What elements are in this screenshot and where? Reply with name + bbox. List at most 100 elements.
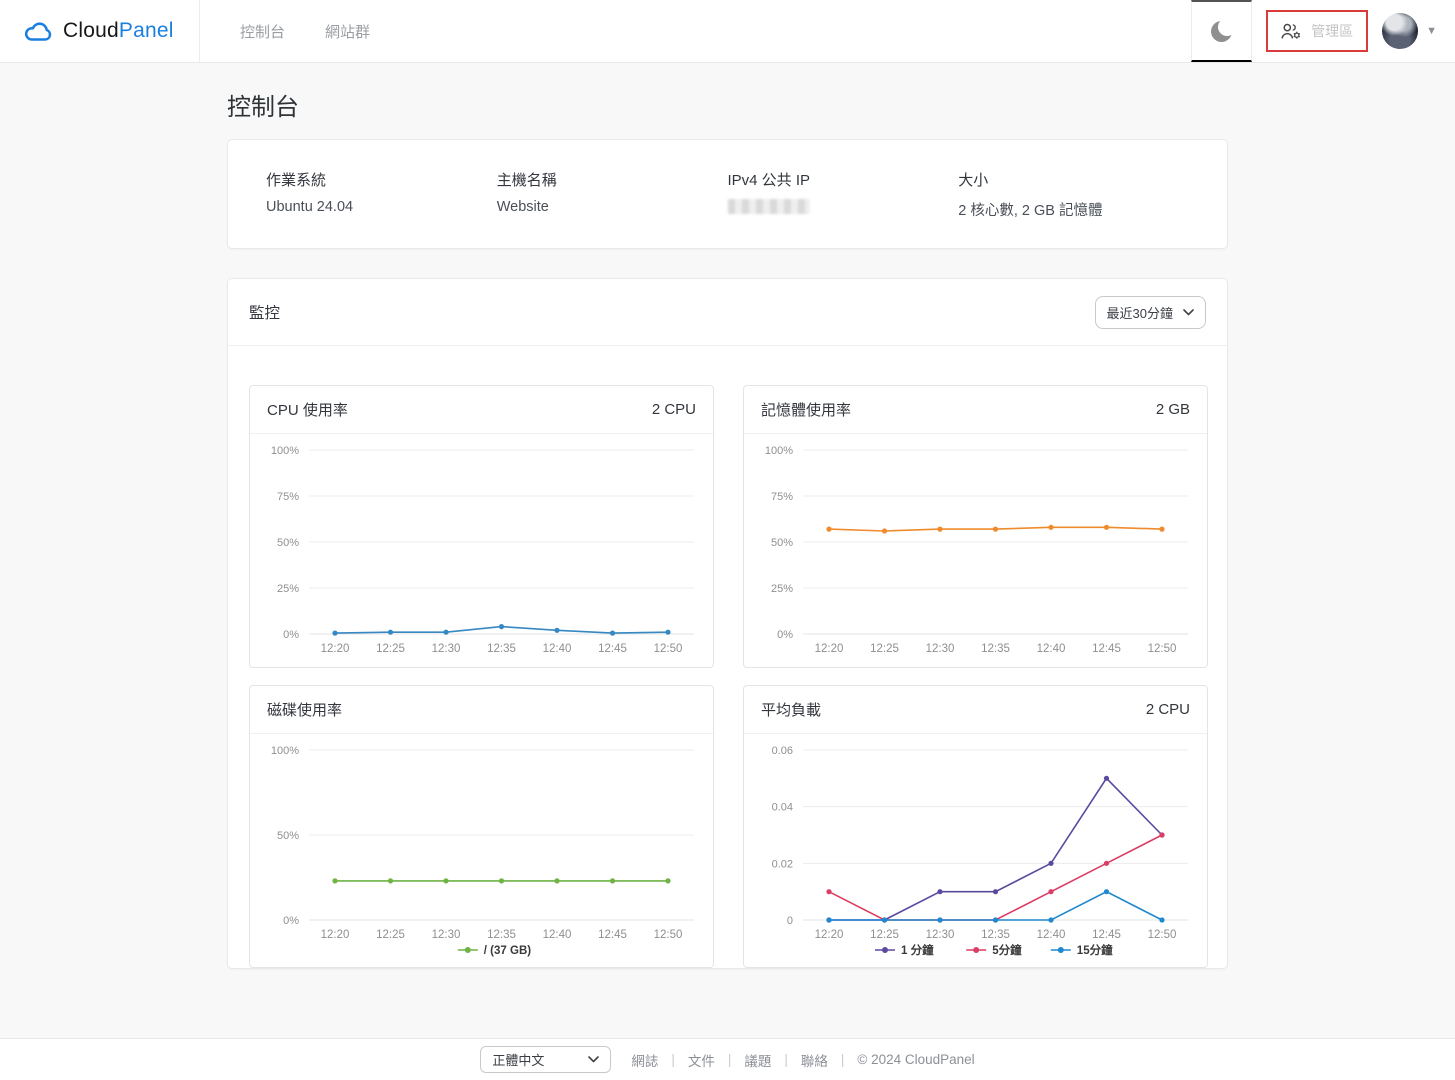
svg-text:5分鐘: 5分鐘 (992, 943, 1022, 957)
svg-text:/ (37 GB): / (37 GB) (484, 945, 531, 957)
chevron-down-icon (1183, 308, 1194, 315)
footer: 正體中文 網誌 | 文件 | 議題 | 聯絡 | © 2024 CloudPan… (0, 1038, 1455, 1080)
svg-text:12:30: 12:30 (926, 929, 955, 941)
chart-capacity-label: 2 GB (1155, 401, 1190, 418)
disk-usage-plot: 100% 50% 0% 12:20 12:25 12:30 12:35 12:40 12:45 1… (250, 734, 713, 967)
svg-text:12:50: 12:50 (654, 643, 683, 655)
svg-text:12:40: 12:40 (1037, 929, 1066, 941)
footer-links: 網誌 | 文件 | 議題 | 聯絡 | © 2024 CloudPanel (631, 1050, 974, 1070)
brand-panel: Panel (118, 19, 174, 42)
theme-toggle-button[interactable] (1191, 0, 1253, 62)
info-value: Ubuntu 24.04 (266, 198, 354, 215)
svg-text:0.04: 0.04 (772, 802, 793, 814)
footer-link-contact[interactable]: 聯絡 (800, 1053, 828, 1069)
language-value: 正體中文 (492, 1053, 545, 1068)
annotation-highlight-box: 管理區 (1266, 10, 1369, 52)
load-average-chart: 平均負載 2 CPU 0.06 0.04 0.02 0 12:20 12:25 12:30 1… (743, 685, 1208, 968)
svg-text:0%: 0% (283, 915, 299, 927)
svg-text:12:45: 12:45 (598, 643, 627, 655)
svg-text:12:50: 12:50 (654, 929, 683, 941)
footer-link-issues[interactable]: 議題 (744, 1053, 772, 1069)
time-range-select[interactable]: 最近30分鐘 (1094, 295, 1206, 329)
svg-text:0.02: 0.02 (772, 858, 793, 870)
info-label: 大小 (958, 171, 989, 189)
separator: | (840, 1052, 845, 1067)
load-average-plot: 0.06 0.04 0.02 0 12:20 12:25 12:30 12:35 12:40 12… (744, 734, 1207, 967)
info-label: 主機名稱 (496, 171, 557, 189)
user-menu[interactable]: ▼ (1382, 0, 1455, 62)
svg-text:12:50: 12:50 (1148, 643, 1177, 655)
svg-text:12:20: 12:20 (815, 643, 844, 655)
svg-text:12:30: 12:30 (926, 643, 955, 655)
brand-name: CloudPanel (63, 19, 174, 43)
footer-link-blog[interactable]: 網誌 (631, 1053, 659, 1069)
users-gear-icon (1281, 23, 1301, 39)
chart-title: CPU 使用率 (267, 402, 348, 419)
main-nav: 控制台 網站群 (200, 0, 370, 62)
svg-text:1 分鐘: 1 分鐘 (901, 943, 934, 957)
svg-text:100%: 100% (271, 445, 299, 457)
memory-usage-plot: 100% 75% 50% 25% 0% 12:20 12:25 12:30 12:35 12:40… (744, 434, 1207, 667)
nav-item-sites[interactable]: 網站群 (325, 23, 371, 41)
charts-grid: CPU 使用率 2 CPU 100% 75% 50% 25% 0% 12:20 12:25 1… (228, 346, 1227, 968)
svg-text:100%: 100% (765, 445, 793, 457)
svg-text:12:20: 12:20 (321, 643, 350, 655)
svg-text:12:50: 12:50 (1148, 929, 1177, 941)
language-select[interactable]: 正體中文 (480, 1046, 612, 1073)
svg-text:75%: 75% (277, 491, 299, 503)
svg-text:12:25: 12:25 (870, 643, 899, 655)
chevron-down-icon: ▼ (1426, 25, 1437, 37)
copyright: © 2024 CloudPanel (857, 1052, 975, 1067)
server-info-card: 作業系統 Ubuntu 24.04 主機名稱 Website IPv4 公共 I… (227, 139, 1228, 249)
monitoring-card: 監控 最近30分鐘 CPU 使用率 2 CPU 100% 75% 50% 25% 0% 1… (227, 278, 1228, 969)
svg-text:0%: 0% (283, 629, 299, 641)
avatar (1382, 13, 1419, 49)
info-item-ipv4: IPv4 公共 IP (727, 169, 959, 220)
separator: | (727, 1052, 732, 1067)
moon-icon (1211, 17, 1237, 42)
info-item-os: 作業系統 Ubuntu 24.04 (266, 169, 497, 220)
svg-text:75%: 75% (771, 491, 793, 503)
svg-text:12:35: 12:35 (981, 929, 1010, 941)
cpu-usage-chart: CPU 使用率 2 CPU 100% 75% 50% 25% 0% 12:20 12:25 1… (249, 385, 714, 668)
brand-logo[interactable]: CloudPanel (0, 0, 200, 62)
svg-text:12:35: 12:35 (487, 643, 516, 655)
svg-text:12:20: 12:20 (321, 929, 350, 941)
svg-text:12:20: 12:20 (815, 929, 844, 941)
chart-title: 記憶體使用率 (761, 402, 852, 419)
separator: | (671, 1052, 675, 1067)
chart-header: 磁碟使用率 (250, 686, 713, 734)
navbar-right: 管理區 ▼ (1191, 0, 1455, 62)
time-range-value: 最近30分鐘 (1106, 305, 1173, 321)
svg-text:12:35: 12:35 (981, 643, 1010, 655)
cpu-usage-plot: 100% 75% 50% 25% 0% 12:20 12:25 12:30 12:35 12:40… (250, 434, 713, 667)
svg-text:12:40: 12:40 (543, 643, 572, 655)
svg-text:50%: 50% (277, 830, 299, 842)
svg-text:12:25: 12:25 (376, 929, 405, 941)
chart-title: 平均負載 (761, 702, 822, 719)
memory-usage-chart: 記憶體使用率 2 GB 100% 75% 50% 25% 0% 12:20 12:25 12:… (743, 385, 1208, 668)
chart-capacity-label: 2 CPU (1145, 701, 1190, 718)
admin-area: 管理區 (1252, 0, 1382, 62)
redacted-ip-value (727, 198, 810, 214)
cloud-icon (24, 22, 52, 41)
svg-text:12:40: 12:40 (543, 929, 572, 941)
page-title: 控制台 (227, 94, 299, 121)
info-value: Website (496, 198, 549, 215)
chart-header: 平均負載 2 CPU (744, 686, 1207, 734)
monitoring-title: 監控 (249, 305, 281, 322)
monitoring-header: 監控 最近30分鐘 (228, 279, 1227, 346)
svg-text:12:30: 12:30 (432, 929, 461, 941)
info-item-size: 大小 2 核心數, 2 GB 記憶體 (958, 169, 1189, 220)
chart-header: CPU 使用率 2 CPU (250, 386, 713, 434)
admin-area-button[interactable]: 管理區 (1269, 13, 1365, 49)
svg-text:12:40: 12:40 (1037, 643, 1066, 655)
info-value: 2 核心數, 2 GB 記憶體 (958, 202, 1103, 219)
nav-item-dashboard[interactable]: 控制台 (240, 23, 286, 41)
info-label: 作業系統 (266, 171, 327, 189)
disk-usage-chart: 磁碟使用率 100% 50% 0% 12:20 12:25 12:30 12:35 12:40… (249, 685, 714, 968)
navbar: CloudPanel 控制台 網站群 (0, 0, 1455, 63)
svg-text:12:25: 12:25 (376, 643, 405, 655)
separator: | (784, 1052, 788, 1067)
footer-link-docs[interactable]: 文件 (687, 1053, 715, 1069)
